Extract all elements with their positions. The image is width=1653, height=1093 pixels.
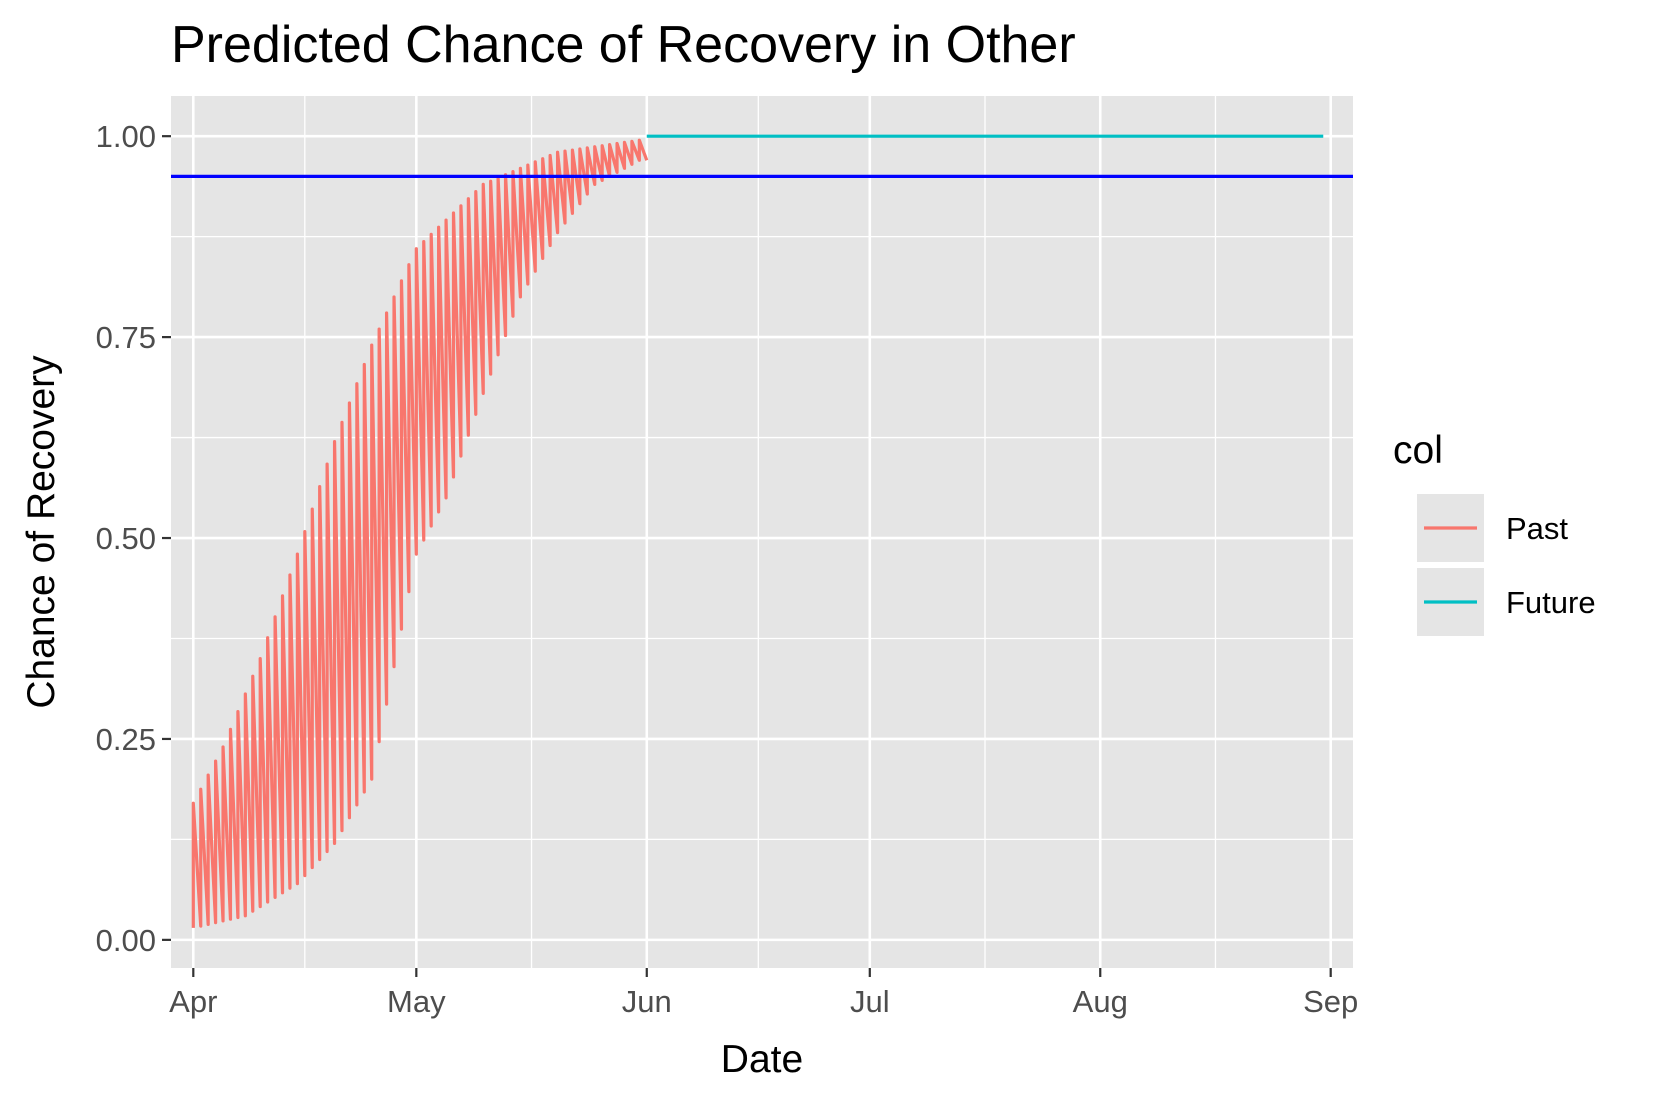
y-tick-label: 0.00 [96, 923, 156, 958]
legend-entries: Past Future [1417, 494, 1596, 636]
chart-title: Predicted Chance of Recovery in Other [171, 16, 1076, 74]
grid-minor [171, 96, 1353, 968]
series-past-line [191, 138, 649, 928]
y-tick-label: 1.00 [96, 119, 156, 154]
y-tick-label: 0.50 [96, 521, 156, 556]
y-tick-label: 0.25 [96, 722, 156, 757]
x-tick-label: Apr [169, 984, 217, 1019]
y-axis-title: Chance of Recovery [20, 355, 63, 709]
legend-label: Past [1506, 511, 1568, 546]
y-tick-label: 0.75 [96, 320, 156, 355]
x-axis-title: Date [721, 1038, 803, 1081]
x-tick-label: May [387, 984, 446, 1019]
legend-title: col [1393, 429, 1443, 472]
y-axis-ticks: 0.00 0.25 0.50 0.75 1.00 [96, 119, 171, 958]
x-tick-label: Aug [1073, 984, 1128, 1019]
legend-label: Future [1506, 585, 1596, 620]
x-tick-label: Jul [850, 984, 890, 1019]
legend: col Past Future [1393, 429, 1596, 636]
x-axis-ticks: Apr May Jun Jul Aug Sep [169, 968, 1358, 1019]
x-tick-label: Sep [1303, 984, 1358, 1019]
series-past-path [191, 138, 649, 928]
x-tick-label: Jun [622, 984, 672, 1019]
